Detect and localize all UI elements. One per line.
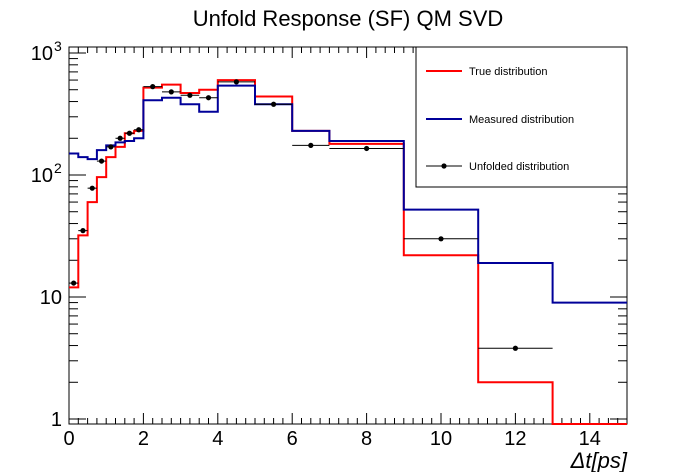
x-tick-label: 8 [361, 428, 372, 450]
unfolded-point [98, 158, 105, 164]
x-tick-label: 2 [138, 428, 149, 450]
y-tick-label: 1 [51, 409, 62, 431]
x-tick-label: 6 [287, 428, 298, 450]
unfolded-point [71, 280, 77, 286]
x-tick-label: 10 [430, 428, 452, 450]
y-tick-label-exponent: 2 [54, 160, 62, 176]
unfolded-point [205, 95, 212, 101]
unfolded-point [117, 135, 123, 141]
unfolded-point [512, 345, 519, 351]
legend-swatch-unfolded-marker [441, 163, 447, 169]
x-axis-label: Δt[ps] [570, 448, 628, 472]
series-layer [69, 79, 627, 425]
y-tick-label: 10 [40, 287, 62, 309]
y-tick-label-exponent: 3 [54, 38, 62, 54]
unfolded-point [89, 185, 95, 191]
x-tick-label: 4 [212, 428, 223, 450]
unfolded-point [233, 79, 239, 85]
series-measured-line [69, 84, 627, 304]
x-tick-label: 14 [579, 428, 601, 450]
series-true-line [69, 79, 627, 425]
unfolded-point [126, 130, 133, 136]
unfolded-point [80, 228, 86, 234]
legend-label-measured: Measured distribution [469, 114, 574, 126]
legend-label-unfolded: Unfolded distribution [469, 161, 569, 173]
y-tick-label: 10 [31, 165, 53, 187]
x-tick-label: 12 [504, 428, 526, 450]
legend-label-true: True distribution [469, 66, 547, 78]
legend: True distribution Measured distribution … [415, 46, 628, 188]
x-tick-label: 0 [63, 428, 74, 450]
unfolded-point [168, 89, 174, 95]
unfolded-point [308, 142, 314, 148]
unfolded-point [364, 145, 370, 152]
unfolded-point [187, 92, 193, 98]
unfolded-point [438, 236, 444, 242]
unfolded-point [271, 101, 277, 107]
unfolded-point [150, 84, 156, 90]
chart-title: Unfold Response (SF) QM SVD [193, 6, 504, 31]
legend-box [415, 46, 628, 188]
unfolded-point [108, 144, 114, 150]
y-tick-label: 10 [31, 43, 53, 65]
unfolded-point [136, 127, 142, 133]
